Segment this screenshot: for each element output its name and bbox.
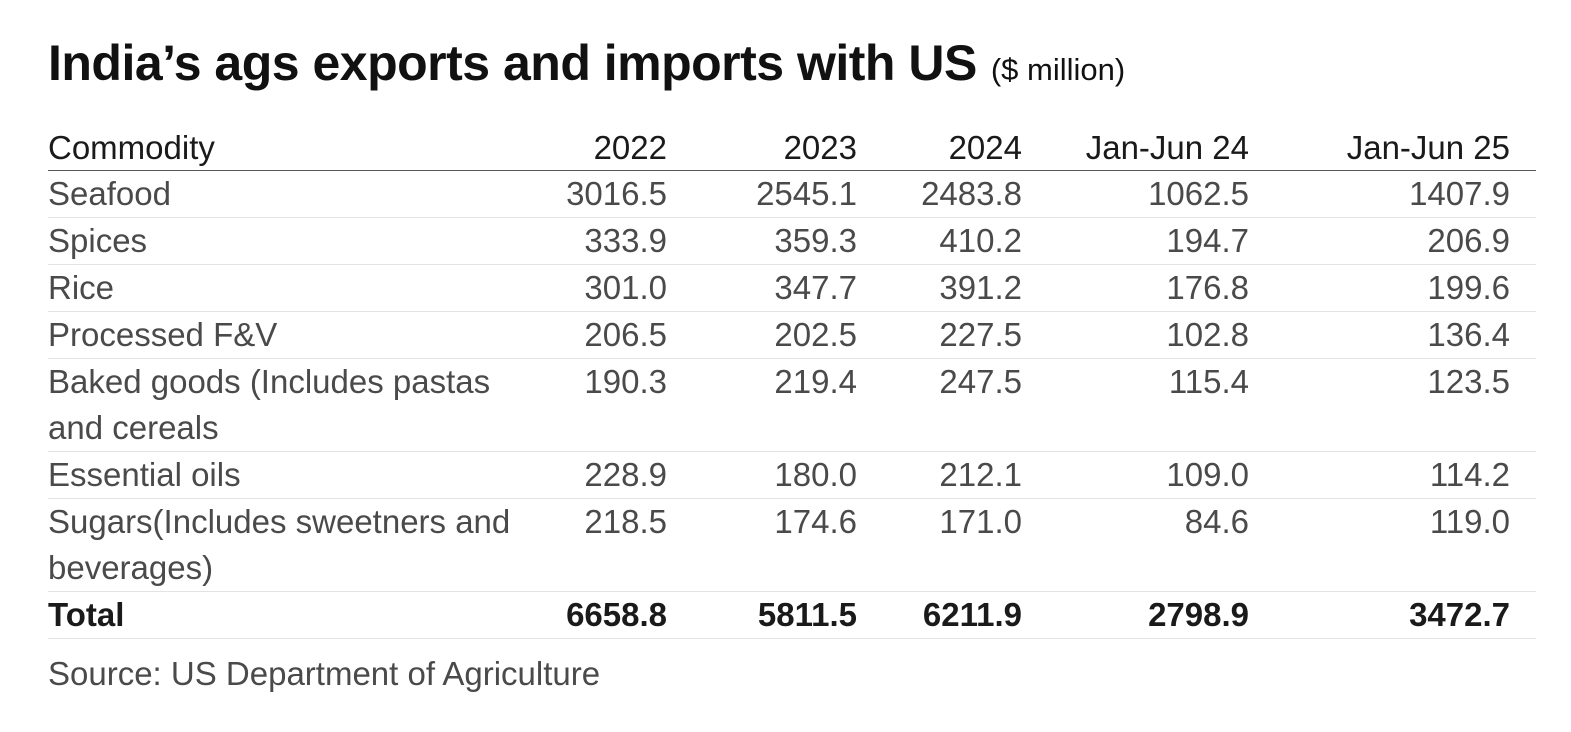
unit-label: ($ million) [990,52,1126,87]
value-cell: 1062.5 [1048,170,1275,218]
commodity-cell: Rice [48,264,518,312]
column-header: Jan-Jun 24 [1048,126,1275,171]
column-header: Commodity [48,126,518,171]
table-row: Processed F&V 206.5 202.5 227.5 102.8 13… [48,311,1536,359]
source-note: Source: US Department of Agriculture [48,655,601,692]
value-cell: 102.8 [1048,311,1275,359]
value-cell: 190.3 [518,358,693,452]
table-row: Sugars(Includes sweetners and beverages)… [48,498,1536,592]
chart-title: India’s ags exports and imports with US [48,35,977,91]
value-cell: 171.0 [883,498,1048,592]
value-cell: 227.5 [883,311,1048,359]
table-figure: India’s ags exports and imports with US … [48,34,1536,693]
value-cell: 218.5 [518,498,693,592]
value-cell: 194.7 [1048,217,1275,265]
commodity-cell: Sugars(Includes sweetners and beverages) [48,498,518,592]
total-value-cell: 3472.7 [1275,591,1536,639]
value-cell: 84.6 [1048,498,1275,592]
value-cell: 180.0 [693,451,883,499]
value-cell: 119.0 [1275,498,1536,592]
value-cell: 247.5 [883,358,1048,452]
value-cell: 114.2 [1275,451,1536,499]
title-row: India’s ags exports and imports with US … [48,34,1536,96]
value-cell: 333.9 [518,217,693,265]
column-header: Jan-Jun 25 [1275,126,1536,171]
column-header: 2024 [883,126,1048,171]
commodity-cell: Baked goods (Includes pastas and cereals [48,358,518,452]
column-header: 2023 [693,126,883,171]
value-cell: 202.5 [693,311,883,359]
total-value-cell: 2798.9 [1048,591,1275,639]
value-cell: 199.6 [1275,264,1536,312]
header-row: Commodity 2022 2023 2024 Jan-Jun 24 Jan-… [48,126,1536,171]
value-cell: 136.4 [1275,311,1536,359]
table-row: Essential oils 228.9 180.0 212.1 109.0 1… [48,451,1536,499]
value-cell: 347.7 [693,264,883,312]
value-cell: 206.9 [1275,217,1536,265]
commodity-cell: Processed F&V [48,311,518,359]
value-cell: 212.1 [883,451,1048,499]
value-cell: 174.6 [693,498,883,592]
total-value-cell: 6211.9 [883,591,1048,639]
commodity-cell: Seafood [48,170,518,218]
data-table: Commodity 2022 2023 2024 Jan-Jun 24 Jan-… [48,126,1536,639]
value-cell: 228.9 [518,451,693,499]
table-row: Seafood 3016.5 2545.1 2483.8 1062.5 1407… [48,170,1536,218]
value-cell: 2545.1 [693,170,883,218]
value-cell: 123.5 [1275,358,1536,452]
value-cell: 219.4 [693,358,883,452]
total-value-cell: 6658.8 [518,591,693,639]
value-cell: 109.0 [1048,451,1275,499]
total-row: Total 6658.8 5811.5 6211.9 2798.9 3472.7 [48,591,1536,639]
table-row: Rice 301.0 347.7 391.2 176.8 199.6 [48,264,1536,312]
total-label: Total [48,591,518,639]
value-cell: 1407.9 [1275,170,1536,218]
commodity-cell: Essential oils [48,451,518,499]
value-cell: 2483.8 [883,170,1048,218]
column-header: 2022 [518,126,693,171]
value-cell: 115.4 [1048,358,1275,452]
table-row: Baked goods (Includes pastas and cereals… [48,358,1536,452]
value-cell: 3016.5 [518,170,693,218]
value-cell: 391.2 [883,264,1048,312]
commodity-cell: Spices [48,217,518,265]
value-cell: 410.2 [883,217,1048,265]
value-cell: 301.0 [518,264,693,312]
table-row: Spices 333.9 359.3 410.2 194.7 206.9 [48,217,1536,265]
value-cell: 359.3 [693,217,883,265]
value-cell: 176.8 [1048,264,1275,312]
value-cell: 206.5 [518,311,693,359]
total-value-cell: 5811.5 [693,591,883,639]
